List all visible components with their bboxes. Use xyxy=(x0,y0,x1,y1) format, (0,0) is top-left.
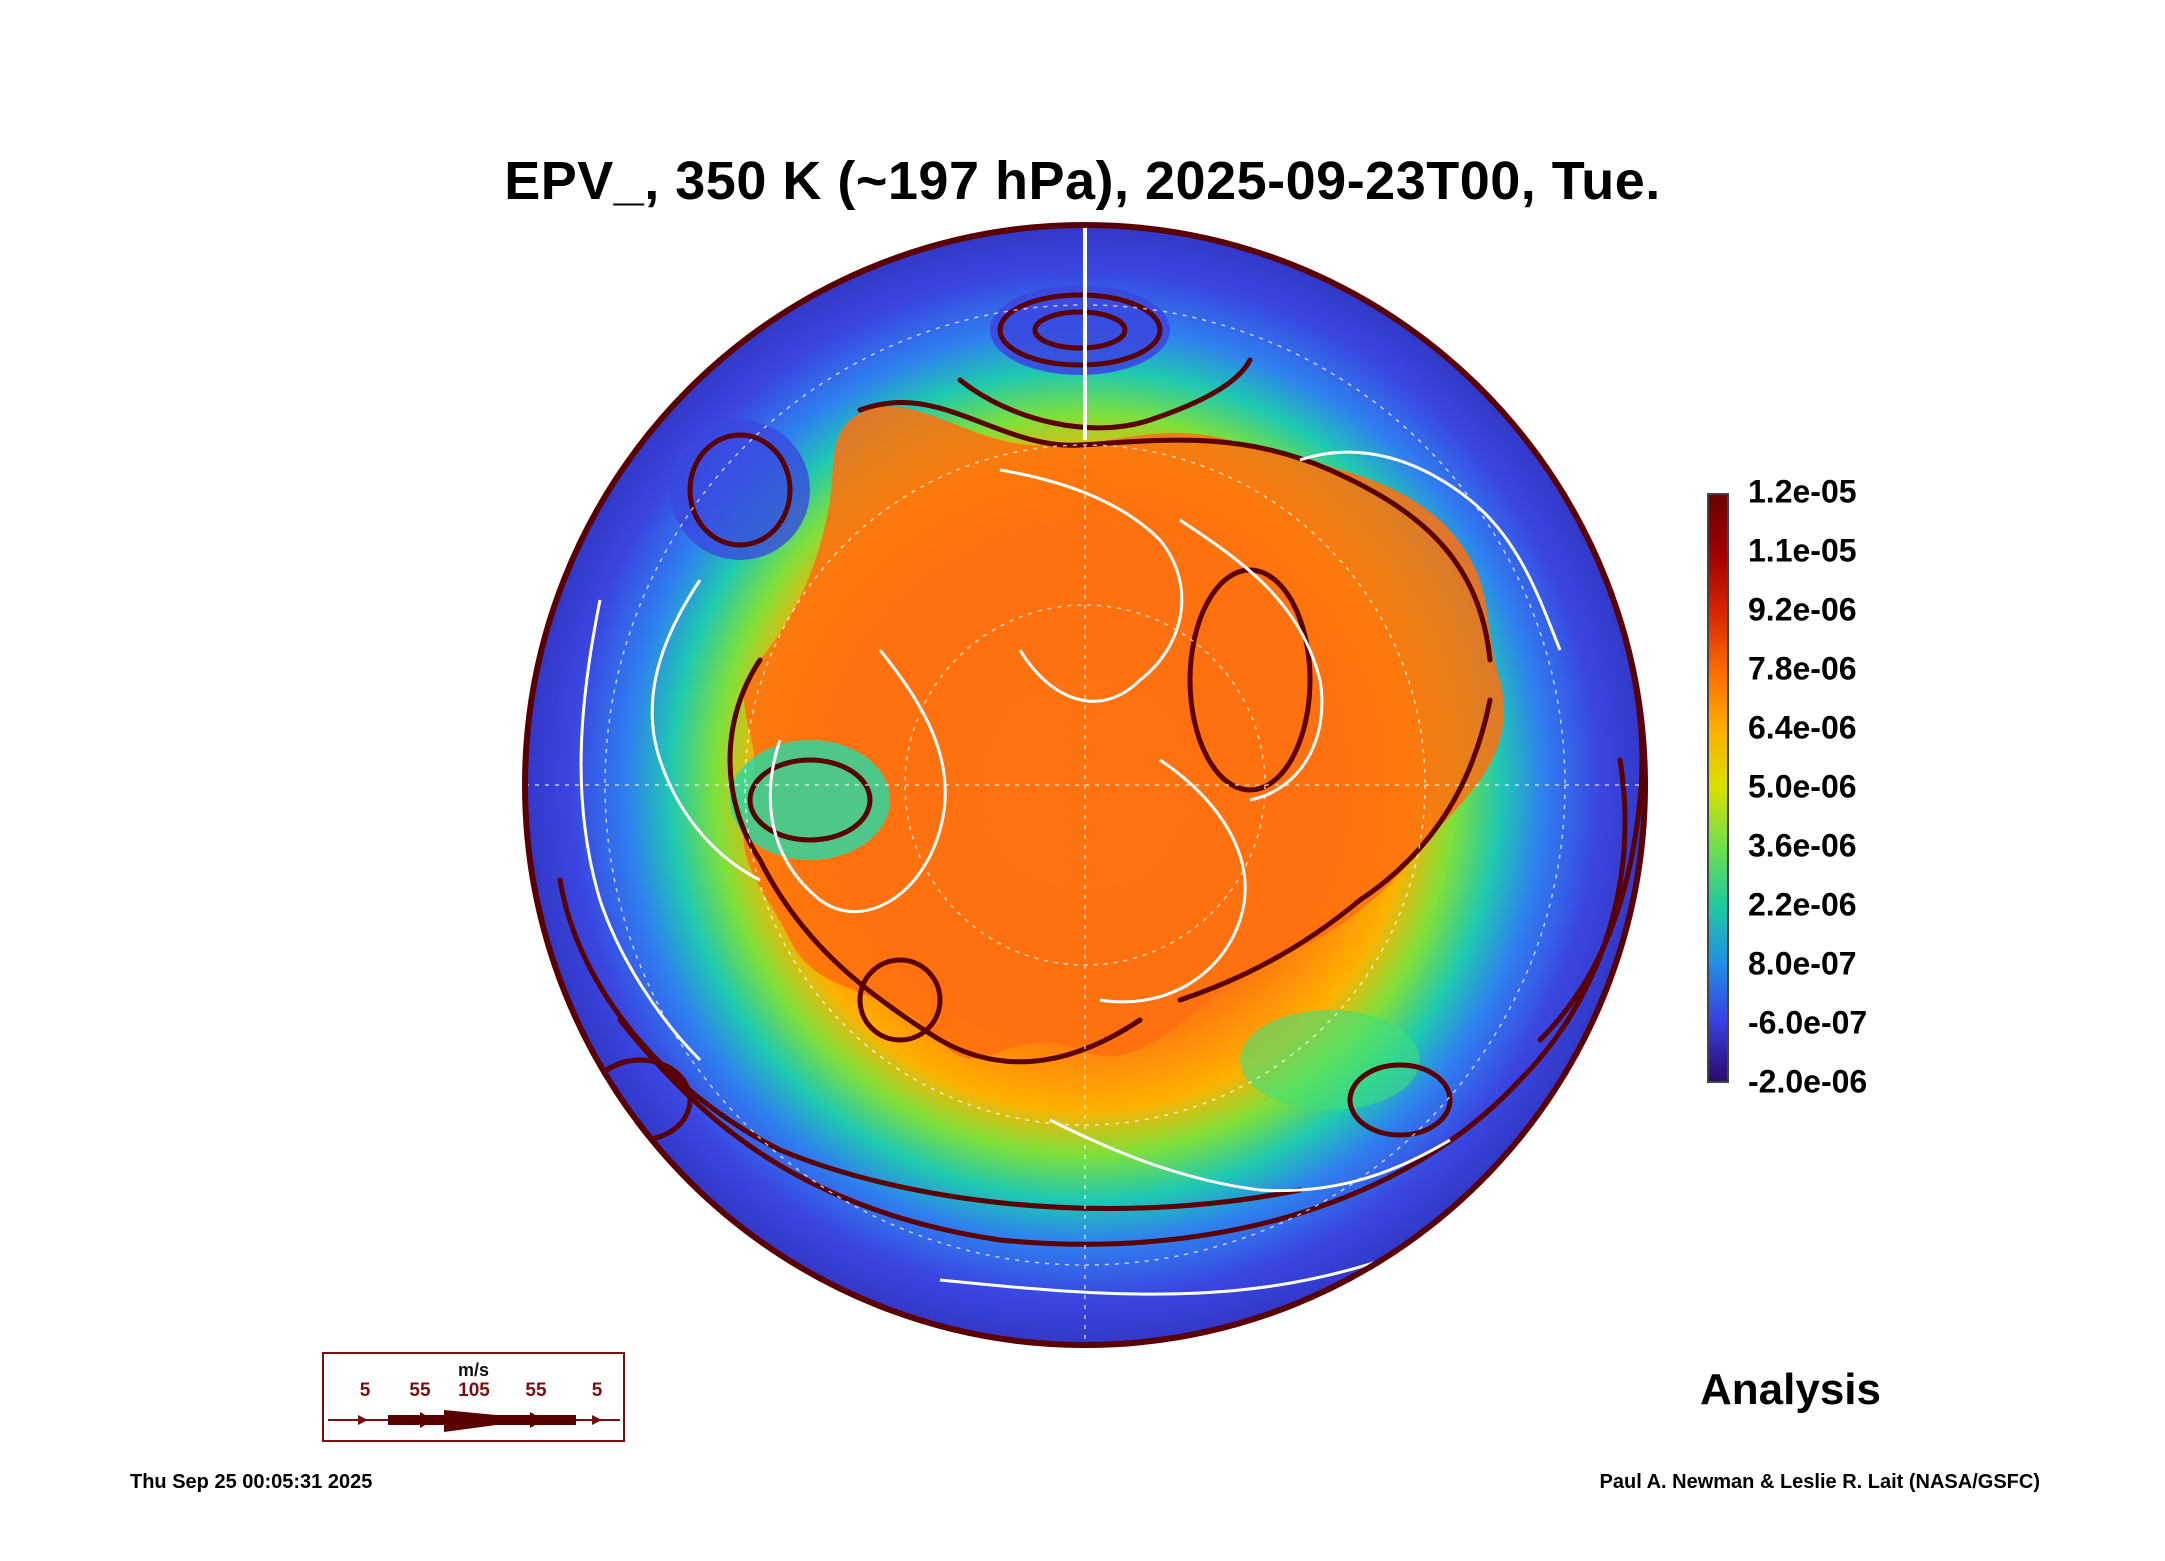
streamlines xyxy=(557,292,1645,1247)
streamline-gyre xyxy=(747,757,873,843)
wind-legend-bar xyxy=(328,1410,620,1432)
colorbar-label: 9.2e-06 xyxy=(1748,591,1857,628)
wind-speed-legend: m/s 5 55 105 55 5 xyxy=(322,1352,625,1442)
colorbar xyxy=(1707,493,1729,1083)
streamline-gyre xyxy=(997,292,1163,368)
coastlines xyxy=(579,450,1562,1296)
wind-legend-tick: 55 xyxy=(525,1380,547,1401)
wind-legend-tick: 105 xyxy=(458,1380,490,1401)
coastline xyxy=(1179,518,1324,802)
wind-legend-tick: 5 xyxy=(591,1380,603,1401)
streamline-gyre xyxy=(1032,309,1128,351)
low-pv-eddy-southeast xyxy=(1240,1010,1420,1110)
wind-legend-arrow xyxy=(530,1412,544,1428)
coastline xyxy=(999,468,1184,703)
colorbar-label: 1.1e-05 xyxy=(1748,532,1857,569)
colorbar-label: 5.0e-06 xyxy=(1748,768,1857,805)
streamline xyxy=(557,877,1303,1212)
pv-core-region xyxy=(743,406,1504,1059)
streamline xyxy=(857,400,1493,663)
wind-legend-arrow xyxy=(358,1415,368,1425)
wind-legend-arrow xyxy=(592,1415,602,1425)
coastline xyxy=(1099,758,1247,1004)
low-pv-eddy-northwest xyxy=(670,420,810,560)
coastline xyxy=(768,649,947,913)
wind-legend-tick: 5 xyxy=(359,1380,371,1401)
globe-rim xyxy=(522,222,1648,1348)
wind-legend-peak xyxy=(444,1410,496,1432)
coastline xyxy=(1299,450,1562,651)
colorbar-label: 3.6e-06 xyxy=(1748,827,1857,864)
coastline xyxy=(579,599,702,1062)
analysis-label: Analysis xyxy=(1700,1365,1881,1414)
wind-legend-band xyxy=(388,1415,496,1425)
streamline-gyre xyxy=(857,957,943,1043)
colorbar-label: 6.4e-06 xyxy=(1748,709,1857,746)
streamline xyxy=(727,657,1143,1065)
streamline-gyre xyxy=(1347,1062,1453,1138)
streamline-gyre xyxy=(687,432,793,548)
wind-legend-arrow xyxy=(420,1412,434,1428)
coastline xyxy=(1049,1118,1451,1193)
coastline xyxy=(650,579,761,882)
streamline xyxy=(1177,697,1493,1003)
globe xyxy=(522,222,1648,1348)
colorbar-label: -6.0e-07 xyxy=(1748,1004,1868,1041)
colorbar-label: 7.8e-06 xyxy=(1748,650,1857,687)
colorbar-label: 1.2e-05 xyxy=(1748,473,1857,510)
wind-legend-tick: 55 xyxy=(409,1380,431,1401)
render-timestamp: Thu Sep 25 00:05:31 2025 xyxy=(130,1471,373,1493)
low-pv-eddy-north xyxy=(990,285,1170,375)
credit-line: Paul A. Newman & Leslie R. Lait (NASA/GS… xyxy=(1599,1471,2040,1493)
streamline xyxy=(957,357,1253,431)
colorbar-label: 8.0e-07 xyxy=(1748,945,1857,982)
colorbar-label: -2.0e-06 xyxy=(1748,1063,1868,1100)
plot-title: EPV_, 350 K (~197 hPa), 2025-09-23T00, T… xyxy=(504,151,1661,211)
colorbar-label: 2.2e-06 xyxy=(1748,886,1857,923)
wind-legend-unit: m/s xyxy=(457,1360,490,1380)
